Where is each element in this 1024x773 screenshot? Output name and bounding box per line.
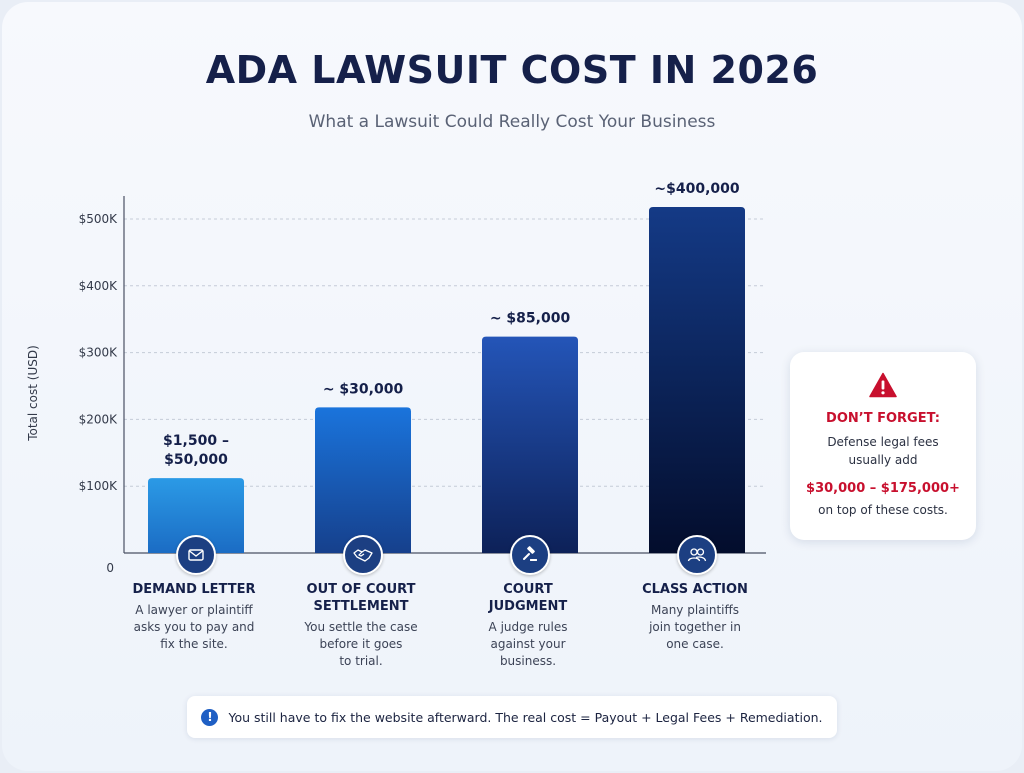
bar: [315, 407, 411, 553]
callout-tail: on top of these costs.: [818, 503, 948, 517]
people-icon: [677, 535, 717, 575]
info-icon: !: [201, 708, 219, 726]
page-title: ADA LAWSUIT COST IN 2026: [205, 48, 819, 92]
category-class-action: CLASS ACTION Many plaintiffs join togeth…: [620, 581, 770, 653]
bar-value-label: ~ $30,000: [323, 381, 404, 397]
bar-value-label: $50,000: [164, 452, 228, 468]
bar-value-label: $1,500 –: [163, 433, 229, 449]
bar: [482, 336, 578, 553]
y-tick-label: $400K: [79, 279, 119, 293]
category-name: COURT JUDGMENT: [488, 582, 568, 614]
category-description: Many plaintiffs join together in one cas…: [649, 603, 741, 651]
y-tick-label: $300K: [79, 346, 119, 360]
page-subtitle: What a Lawsuit Could Really Cost Your Bu…: [308, 112, 716, 132]
gavel-icon: [510, 535, 550, 575]
category-description: You settle the case before it goes to tr…: [304, 620, 418, 668]
handshake-icon: [343, 535, 383, 575]
bar: [649, 206, 745, 553]
bar: [148, 478, 244, 553]
category-description: A lawyer or plaintiff asks you to pay an…: [133, 603, 255, 651]
callout-title: DON’T FORGET:: [826, 411, 940, 426]
y-tick-label: $200K: [79, 412, 119, 426]
envelope-icon: [176, 535, 216, 575]
y-tick-label: $500K: [79, 212, 119, 226]
category-settlement: OUT OF COURT SETTLEMENT You settle the c…: [286, 581, 436, 670]
y-tick-label: 0: [106, 561, 114, 575]
footer-text: You still have to fix the website afterw…: [228, 709, 823, 725]
category-court-judgment: COURT JUDGMENT A judge rules against you…: [453, 581, 603, 670]
category-description: A judge rules against your business.: [488, 620, 568, 668]
bar-value-label: ~$400,000: [654, 181, 739, 197]
bar-value-label: ~ $85,000: [490, 311, 571, 327]
category-name: OUT OF COURT SETTLEMENT: [306, 582, 416, 614]
callout-range: $30,000 – $175,000+: [806, 481, 960, 496]
y-axis-label: Total cost (USD): [26, 345, 40, 441]
defense-fees-callout: DON’T FORGET: Defense legal fees usually…: [790, 352, 976, 540]
callout-text: Defense legal fees usually add: [827, 435, 939, 467]
warning-icon: [869, 372, 897, 402]
category-name: CLASS ACTION: [642, 582, 748, 597]
category-name: DEMAND LETTER: [132, 582, 256, 597]
footer-banner: ! You still have to fix the website afte…: [187, 696, 837, 738]
category-demand-letter: DEMAND LETTER A lawyer or plaintiff asks…: [119, 581, 269, 653]
y-tick-label: $100K: [79, 479, 119, 493]
